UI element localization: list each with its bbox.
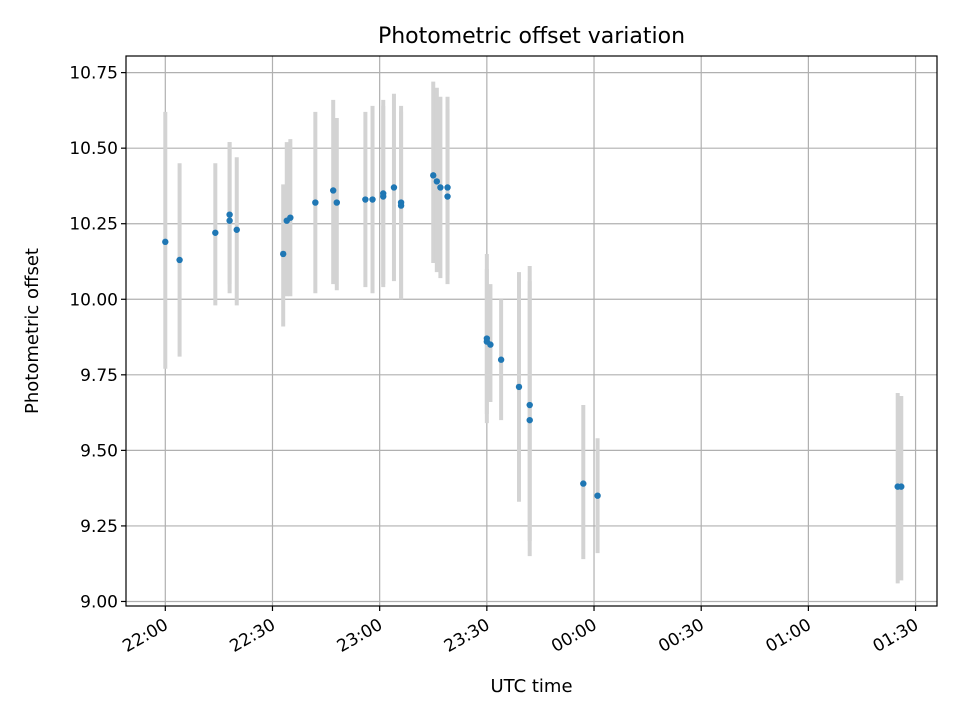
data-point: [526, 416, 533, 424]
plot-frame: [125, 55, 938, 607]
data-point: [312, 199, 319, 206]
y-tick-label: 10.50: [69, 139, 118, 159]
data-point: [433, 178, 441, 185]
data-point: [487, 341, 494, 348]
data-point: [162, 238, 169, 246]
data-point: [898, 483, 905, 490]
data-point: [526, 401, 533, 409]
x-axis-label: UTC time: [490, 676, 572, 697]
data-points: [162, 172, 905, 499]
data-point: [497, 356, 505, 363]
data-point: [369, 196, 376, 203]
data-point: [390, 184, 398, 191]
y-axis-ticks: 9.00 9.25 9.50 9.75 10.00 10.25 10.50 10.75: [69, 64, 126, 612]
data-point: [430, 172, 437, 179]
y-tick-label: 9.50: [80, 441, 118, 461]
y-tick-label: 10.00: [69, 290, 118, 310]
data-point: [176, 256, 183, 264]
data-point: [362, 196, 369, 203]
data-point: [444, 193, 451, 200]
data-point: [226, 217, 233, 224]
y-axis-label: Photometric offset: [22, 248, 43, 414]
data-point: [233, 226, 240, 233]
data-point: [212, 229, 219, 236]
data-point: [594, 492, 601, 499]
chart-title: Photometric offset variation: [378, 24, 685, 49]
data-point: [397, 202, 405, 209]
y-tick-label: 9.00: [80, 592, 118, 612]
data-point: [580, 480, 587, 487]
y-tick-label: 10.25: [69, 215, 118, 235]
data-point: [444, 184, 451, 191]
y-tick-label: 9.25: [80, 517, 118, 537]
data-point: [287, 214, 294, 221]
y-tick-label: 9.75: [80, 366, 118, 386]
data-point: [380, 193, 387, 200]
data-point: [515, 383, 523, 391]
data-point: [226, 211, 233, 218]
y-tick-label: 10.75: [69, 64, 118, 84]
data-point: [333, 199, 340, 206]
data-point: [279, 250, 287, 258]
data-point: [437, 184, 444, 191]
data-point: [330, 187, 337, 194]
